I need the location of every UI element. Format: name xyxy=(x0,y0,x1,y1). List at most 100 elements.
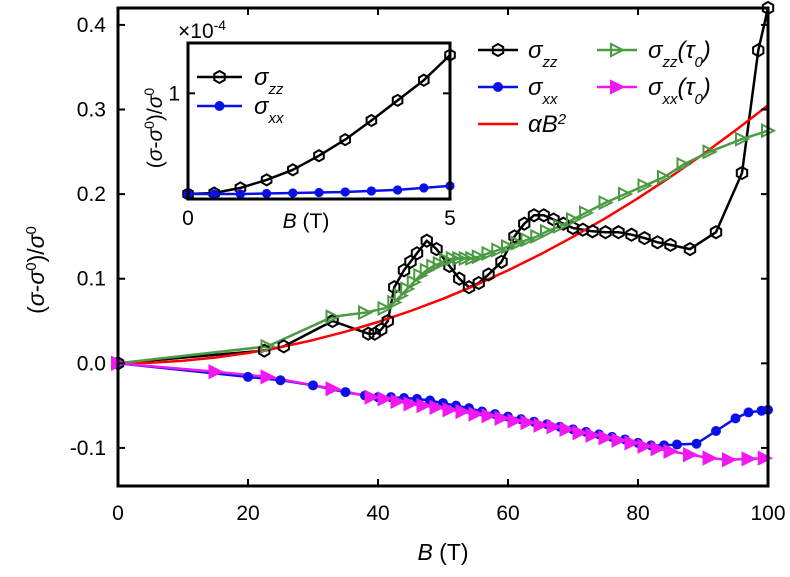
main-plot: 0 20 40 60 80 100 -0.1 0.0 0.1 0.2 0.3 0.4 B (T) (… xyxy=(23,0,786,565)
szz_t0-point xyxy=(676,156,692,173)
szz-point xyxy=(625,227,638,242)
sxx_t0-point xyxy=(722,452,738,468)
y-tick-label: 1 xyxy=(168,82,180,105)
szz_t0-point xyxy=(325,309,341,325)
szz-point xyxy=(664,237,677,253)
sxx_t0-point xyxy=(741,451,757,467)
sxx_t0-point xyxy=(663,443,679,459)
sxx_t0-point xyxy=(598,430,614,446)
szz-point xyxy=(638,230,651,246)
sxx_t0-point xyxy=(624,435,640,451)
y-tick-label: -0.1 xyxy=(70,437,106,460)
sxx-point xyxy=(672,439,682,450)
szz-point xyxy=(430,241,443,257)
legend-label: σzz xyxy=(254,64,284,98)
sxx-point xyxy=(743,407,754,418)
szz_t0-point xyxy=(566,211,582,228)
legend-marker xyxy=(214,101,225,111)
sxx-point xyxy=(308,380,318,391)
szz-point xyxy=(518,216,531,231)
in_szz-line xyxy=(187,54,451,196)
legend-label: σxx xyxy=(528,74,558,108)
szz_t0-point xyxy=(637,178,653,194)
sxx-point xyxy=(691,438,702,449)
in_sxx-point xyxy=(209,189,219,199)
sxx_t0-point xyxy=(611,432,627,448)
sxx_t0-point xyxy=(416,398,432,414)
szz_t0-point xyxy=(520,232,536,248)
sxx_t0-point xyxy=(546,419,562,435)
szz-point xyxy=(735,165,749,181)
in_szz-point xyxy=(391,93,404,108)
sxx_t0-point xyxy=(429,399,445,415)
szz-point xyxy=(537,208,550,223)
sxx-point xyxy=(711,426,721,437)
inset-x-axis-label: B (T) xyxy=(283,210,330,233)
szz_t0-point xyxy=(702,144,718,160)
sxx_t0-point xyxy=(377,391,393,407)
szz-point xyxy=(709,225,723,240)
legend-marker xyxy=(493,82,503,92)
szz-point xyxy=(420,233,433,248)
szz-point xyxy=(368,326,381,341)
szz_t0-point xyxy=(471,249,487,265)
inset-plot-frame xyxy=(186,41,452,201)
sxx_t0-point xyxy=(533,417,549,433)
fit-line xyxy=(118,104,768,365)
x-tick-label: 5 xyxy=(444,207,456,230)
legend-label: σzz xyxy=(528,37,558,71)
sxx-point xyxy=(243,371,253,382)
in_sxx-point xyxy=(288,188,298,198)
szz-point xyxy=(683,241,697,257)
szz_t0-point xyxy=(598,194,614,211)
in_szz-point xyxy=(287,163,299,177)
sxx_t0-point xyxy=(364,389,380,405)
szz-point xyxy=(362,326,375,341)
sxx_t0-point xyxy=(702,450,718,466)
szz_t0-point xyxy=(358,304,374,321)
szz-point xyxy=(557,216,570,231)
y-axis-label: (σ-σ0)/σ0 xyxy=(23,226,50,314)
szz-point xyxy=(277,339,290,354)
szz-point xyxy=(472,275,485,291)
y-tick-label: 0.1 xyxy=(77,268,106,291)
legend-label: σxx xyxy=(254,93,284,127)
y-tick-label: 0.0 xyxy=(77,352,106,375)
szz-point xyxy=(495,254,508,269)
szz-point xyxy=(651,235,664,250)
sxx_t0-point xyxy=(455,403,471,420)
szz_t0-point xyxy=(579,205,595,221)
x-axis-label: B (T) xyxy=(417,539,468,565)
in_szz-point xyxy=(260,173,273,187)
sxx_t0-point xyxy=(494,410,510,426)
sxx_t0-point xyxy=(442,402,458,418)
szz-point xyxy=(586,224,599,239)
sxx_t0-point xyxy=(637,438,653,454)
x-tick-label: 80 xyxy=(626,502,649,525)
sxx_t0-point xyxy=(208,364,224,380)
in_szz-point xyxy=(365,113,378,128)
main-plot-frame xyxy=(116,6,770,488)
sxx-point xyxy=(275,375,286,386)
sxx_t0-point xyxy=(481,408,497,424)
szz_t0-point xyxy=(510,235,526,251)
sxx_t0-point xyxy=(403,396,419,412)
x-tick-label: 0 xyxy=(112,502,124,525)
sxx_t0-point xyxy=(507,413,523,429)
szz-point xyxy=(453,271,466,286)
sxx_t0-point xyxy=(572,425,588,441)
sxx-point xyxy=(730,413,741,424)
sxx-point xyxy=(340,387,351,398)
legend-marker xyxy=(610,42,626,58)
szz_t0-point xyxy=(618,186,634,202)
szz_t0-point xyxy=(553,218,569,234)
szz_t0-point xyxy=(735,131,751,147)
szz-point xyxy=(410,246,424,261)
szz_t0-point xyxy=(657,169,673,185)
legend-label: σxx(τ0) xyxy=(648,74,711,108)
sxx_t0-point xyxy=(757,450,773,466)
in_sxx-point xyxy=(366,186,377,196)
x-tick-label: 20 xyxy=(236,502,259,525)
in_szz-point xyxy=(313,149,325,163)
szz-point xyxy=(482,267,495,282)
